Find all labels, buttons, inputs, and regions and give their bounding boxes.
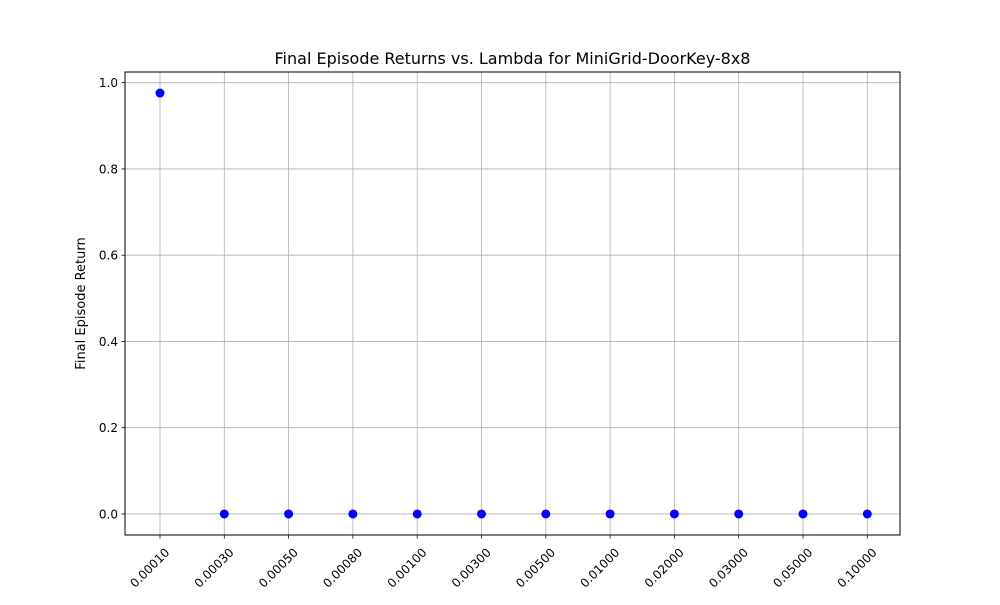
y-tick-label: 0.4 <box>99 335 118 349</box>
data-point <box>219 509 229 519</box>
y-axis-label: Final Episode Return <box>74 237 89 369</box>
data-point <box>348 509 358 519</box>
plot-frame <box>124 71 901 536</box>
data-point <box>155 88 165 98</box>
data-point <box>605 509 615 519</box>
data-point <box>734 509 744 519</box>
y-tick-label: 1.0 <box>99 76 118 90</box>
y-tick-label: 0.0 <box>99 507 118 521</box>
data-point <box>477 509 486 519</box>
data-point <box>669 509 679 519</box>
data-points <box>155 88 872 519</box>
tick-marks <box>121 82 868 539</box>
plot-area <box>125 72 900 535</box>
y-tick-label: 0.6 <box>99 249 118 263</box>
y-tick-label: 0.8 <box>99 162 118 176</box>
grid <box>125 72 900 535</box>
data-point <box>412 509 422 519</box>
y-tick-labels: 0.0 0.2 0.4 0.6 0.8 1.0 <box>99 76 118 521</box>
data-point <box>284 509 294 519</box>
chart-title: Final Episode Returns vs. Lambda for Min… <box>275 49 751 68</box>
y-tick-label: 0.2 <box>99 421 118 435</box>
data-point <box>862 509 872 519</box>
data-point <box>541 509 551 519</box>
data-point <box>798 509 808 519</box>
